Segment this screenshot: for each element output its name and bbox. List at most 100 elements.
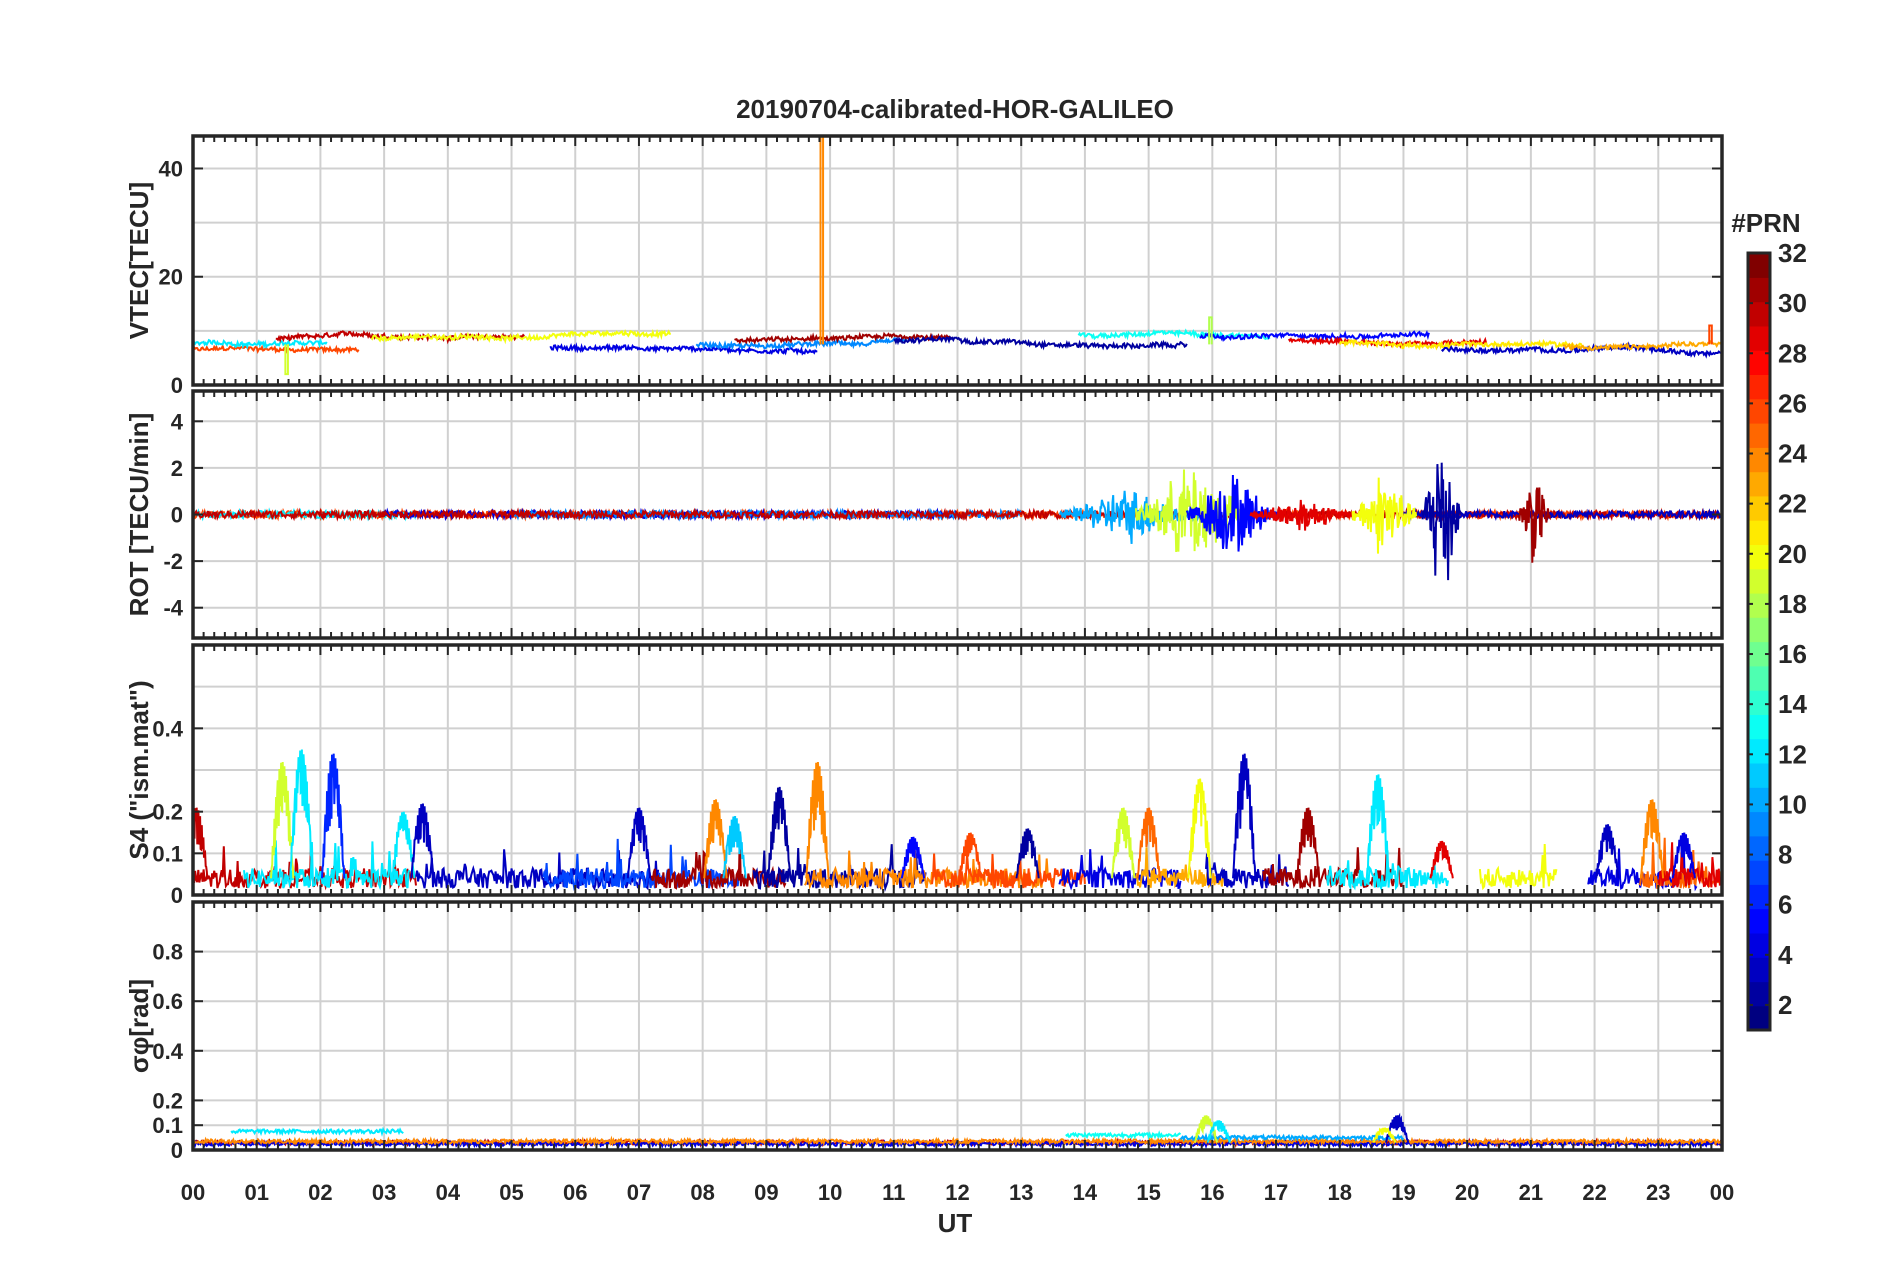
peak-prn-3 <box>626 807 652 879</box>
peak-prn-12 <box>391 811 416 879</box>
colorbar-segment <box>1748 811 1770 837</box>
colorbar-segment <box>1748 641 1770 667</box>
x-tick-label: 03 <box>372 1180 396 1205</box>
colorbar-segment <box>1748 592 1770 618</box>
colorbar-segment <box>1748 253 1770 278</box>
x-tick-label: 19 <box>1391 1180 1415 1205</box>
colorbar-tick-label: 4 <box>1778 940 1793 970</box>
x-tick-label: 05 <box>499 1180 523 1205</box>
series-line-prn-13 <box>1065 1130 1182 1141</box>
y-tick-label: 0.2 <box>152 800 183 825</box>
burst-prn-2 <box>1421 462 1462 581</box>
burst-prn-10 <box>1059 490 1201 544</box>
colorbar-segment <box>1748 374 1770 400</box>
colorbar-tick-label: 32 <box>1778 238 1807 268</box>
peak-prn-2 <box>1015 828 1040 879</box>
x-tick-label: 15 <box>1136 1180 1160 1205</box>
colorbar-tick-label: 6 <box>1778 890 1792 920</box>
x-tick-label: 01 <box>244 1180 268 1205</box>
panel-sigma_phi: 00.10.2 0.4 0.6 0.8 σφ[rad] <box>124 900 1724 1163</box>
y-tick-label: 40 <box>159 156 183 181</box>
colorbar-tick-label: 12 <box>1778 739 1807 769</box>
series-group <box>193 462 1722 581</box>
series-line-prn-10 <box>1179 1132 1405 1143</box>
series-line-prn-12 <box>230 1126 404 1137</box>
colorbar-segment <box>1748 1005 1770 1031</box>
panel-rot: -4 -2 0 2 4 ROT [TECU/min] <box>124 389 1724 640</box>
peak-prn-5 <box>900 836 926 879</box>
series-line-prn-31 <box>650 836 787 891</box>
burst-prn-5 <box>1185 474 1277 552</box>
series-line-prn-20 <box>370 328 671 345</box>
y-tick-label: 0 <box>171 373 183 398</box>
peak-prn-12 <box>1365 774 1391 879</box>
y-tick-label: 0.1 <box>152 1113 183 1138</box>
y-tick-label: -4 <box>163 596 183 621</box>
colorbar-segment <box>1748 277 1770 303</box>
x-tick-label: 02 <box>308 1180 332 1205</box>
peak-prn-25 <box>1136 807 1161 879</box>
x-tick-label: 09 <box>754 1180 778 1205</box>
colorbar-segment <box>1748 957 1770 983</box>
series-group <box>193 749 1722 893</box>
chart-title: 20190704-calibrated-HOR-GALILEO <box>736 94 1174 124</box>
colorbar-segment <box>1748 884 1770 910</box>
colorbar-segment <box>1748 544 1770 570</box>
x-tick-label: 21 <box>1519 1180 1543 1205</box>
peak-prn-24 <box>1639 799 1665 879</box>
peak-prn-2 <box>767 786 792 879</box>
peak-prn-12 <box>289 749 314 879</box>
peak-prn-11 <box>722 815 747 879</box>
y-tick-label: 0 <box>171 503 183 528</box>
colorbar-segment <box>1748 762 1770 788</box>
x-tick-label: 14 <box>1073 1180 1098 1205</box>
peak-prn-6 <box>321 753 346 879</box>
peak-prn-24 <box>805 761 830 879</box>
series-line-prn-12 <box>243 840 411 891</box>
series-line-prn-12 <box>193 336 328 350</box>
colorbar-segment <box>1748 835 1770 861</box>
burst-prn-20 <box>1351 477 1418 554</box>
colorbar-segment <box>1748 908 1770 934</box>
colorbar-tick-label: 18 <box>1778 589 1807 619</box>
y-axis-label-rot: ROT [TECU/min] <box>124 413 154 617</box>
peak-prn-12 <box>1206 1120 1231 1143</box>
series-line-prn-4 <box>1058 849 1182 891</box>
peak-prn-31 <box>1295 807 1320 879</box>
x-tick-label: 06 <box>563 1180 587 1205</box>
colorbar-segment <box>1748 447 1770 473</box>
colorbar-tick-label: 10 <box>1778 789 1807 819</box>
colorbar-segment <box>1748 665 1770 691</box>
peak-prn-26 <box>958 832 983 879</box>
y-tick-label: 20 <box>159 265 183 290</box>
spike-prn-18 <box>1208 316 1213 345</box>
series-line-prn-26 <box>193 343 360 356</box>
x-tick-label: 00 <box>1710 1180 1734 1205</box>
colorbar-segment <box>1748 350 1770 375</box>
x-tick-label: 20 <box>1455 1180 1479 1205</box>
series-line-prn-21 <box>1338 338 1583 351</box>
y-tick-label: -2 <box>163 549 183 574</box>
x-tick-label: 13 <box>1009 1180 1033 1205</box>
colorbar-tick-label: 24 <box>1778 439 1807 469</box>
colorbar-segment <box>1748 738 1770 764</box>
colorbar-segment <box>1748 690 1770 715</box>
colorbar-segment <box>1748 932 1770 958</box>
x-axis-label: UT <box>938 1208 973 1238</box>
colorbar-segment <box>1748 495 1770 521</box>
spike-prn-19 <box>284 344 289 376</box>
series-line-prn-7 <box>542 838 742 891</box>
colorbar-tick-label: 20 <box>1778 539 1807 569</box>
y-tick-label: 0.2 <box>152 1088 183 1113</box>
peak-prn-3 <box>410 803 435 879</box>
peak-prn-19 <box>270 761 295 879</box>
colorbar-segment <box>1748 981 1770 1007</box>
colorbar-segment <box>1748 860 1770 885</box>
y-tick-label: 0.6 <box>152 989 183 1014</box>
x-tick-label: 12 <box>945 1180 969 1205</box>
y-tick-label: 0.4 <box>152 716 183 741</box>
series-line-prn-26 <box>931 853 1086 889</box>
colorbar-segment <box>1748 471 1770 497</box>
